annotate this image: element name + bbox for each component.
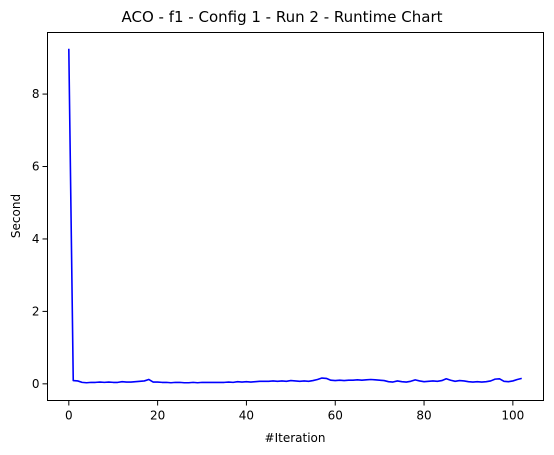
x-tick-label: 100 bbox=[501, 409, 524, 423]
y-axis: 0 2 4 6 8 bbox=[32, 87, 48, 391]
x-tick-label: 40 bbox=[239, 409, 254, 423]
plot-frame bbox=[47, 32, 544, 401]
y-tick-label: 0 bbox=[32, 377, 40, 391]
runtime-series-line bbox=[68, 48, 522, 384]
series-group bbox=[68, 48, 522, 384]
y-tick-label: 2 bbox=[32, 304, 40, 318]
y-axis-label: Second bbox=[9, 194, 23, 238]
chart-title: ACO - f1 - Config 1 - Run 2 - Runtime Ch… bbox=[121, 8, 442, 26]
x-tick-label: 0 bbox=[65, 409, 73, 423]
x-tick-label: 20 bbox=[150, 409, 165, 423]
x-tick-label: 80 bbox=[416, 409, 431, 423]
x-axis: 0 20 40 60 80 100 bbox=[65, 400, 524, 423]
x-axis-label: #Iteration bbox=[265, 431, 326, 445]
y-tick-label: 4 bbox=[32, 232, 40, 246]
y-tick-label: 8 bbox=[32, 87, 40, 101]
x-tick-label: 60 bbox=[328, 409, 343, 423]
y-tick-label: 6 bbox=[32, 160, 40, 174]
